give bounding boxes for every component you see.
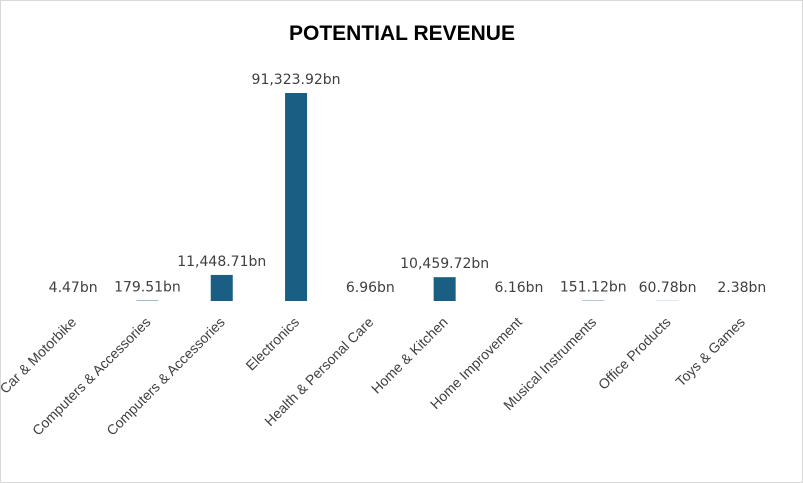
data-label-5: 10,459.72bn [400, 256, 489, 272]
category-label-9: Toys & Games [672, 314, 748, 390]
bar-5 [433, 277, 456, 301]
category-label-5: Home & Kitchen [368, 314, 451, 397]
data-label-0: 4.47bn [49, 280, 98, 296]
bar-2 [210, 274, 233, 301]
data-label-1: 179.51bn [114, 280, 181, 296]
data-label-7: 151.12bn [560, 280, 627, 296]
data-label-4: 6.96bn [346, 280, 395, 296]
bar-3 [285, 93, 308, 301]
data-labels-group: 4.47bn 179.51bn 11,448.71bn 91,323.92bn 6.96… [49, 72, 767, 296]
category-label-3: Electronics [242, 314, 302, 374]
category-label-1: Computers & Accessories [29, 314, 154, 439]
category-label-0: Car & Motorbike [1, 314, 79, 397]
data-label-8: 60.78bn [639, 280, 697, 296]
bars-group [62, 93, 753, 301]
chart-title: POTENTIAL REVENUE [289, 22, 515, 45]
category-label-8: Office Products [595, 314, 674, 393]
data-label-9: 2.38bn [717, 280, 766, 296]
data-label-2: 11,448.71bn [177, 254, 266, 270]
data-label-3: 91,323.92bn [252, 72, 341, 88]
data-label-6: 6.16bn [494, 280, 543, 296]
category-label-2: Computers & Accessories [103, 314, 228, 439]
